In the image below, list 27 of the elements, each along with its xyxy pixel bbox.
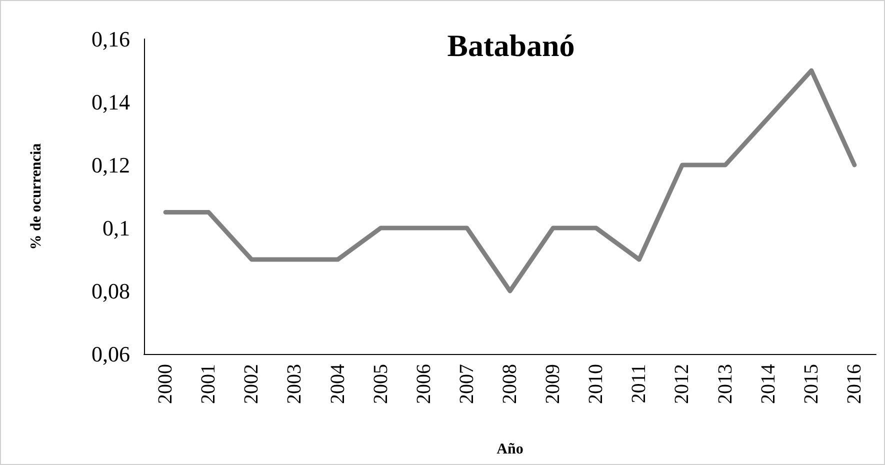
x-axis-title: Año [496, 442, 524, 458]
chart-title: Batabanó [447, 28, 575, 63]
y-tick-label: 0,1 [102, 216, 130, 240]
y-tick-label: 0,12 [92, 152, 130, 178]
y-tick-label: 0,16 [92, 26, 130, 52]
y-tick-label: 0,06 [92, 342, 130, 366]
y-tick-label: 0,14 [92, 90, 130, 114]
x-tick-label: 2004 [326, 364, 349, 404]
x-tick-label: 2000 [154, 364, 177, 404]
x-tick-label: 2002 [240, 364, 263, 404]
y-tick-label: 0,08 [92, 278, 130, 304]
x-tick-label: 2013 [714, 364, 736, 404]
x-tick-label: 2014 [757, 364, 780, 404]
x-tick-label: 2007 [456, 364, 478, 404]
x-tick-label: 2003 [284, 364, 306, 404]
x-tick-label: 2016 [843, 364, 866, 404]
x-tick-label: 2006 [412, 364, 435, 404]
x-tick-label: 2009 [542, 364, 564, 404]
x-tick-label: 2010 [585, 364, 608, 404]
x-tick-label: 2008 [499, 364, 521, 404]
line-series [163, 68, 857, 294]
x-tick-label: 2011 [628, 364, 650, 404]
y-axis-title: % de ocurrencia [28, 142, 44, 250]
x-tick-label: 2015 [800, 364, 822, 404]
x-tick-label: 2005 [370, 364, 392, 404]
x-tick-label: 2001 [198, 364, 220, 404]
x-tick-label: 2012 [671, 364, 694, 404]
